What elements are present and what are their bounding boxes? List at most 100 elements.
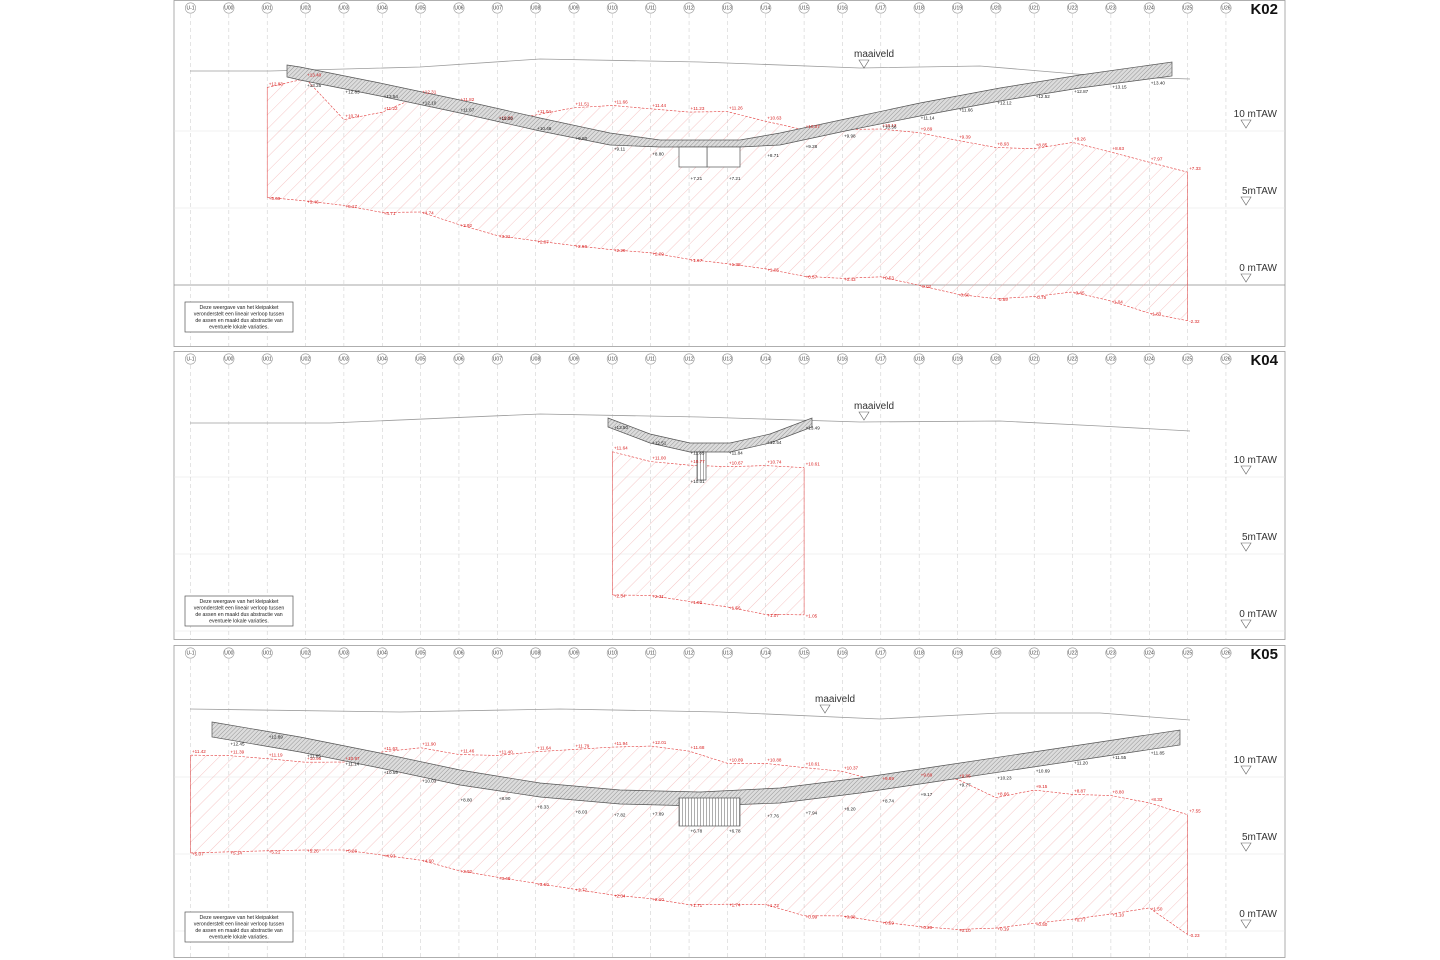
level-label: 0 mTAW (1239, 263, 1277, 274)
axis-label: U21 (1030, 6, 1039, 12)
deck-level-value: +11.65 (307, 754, 321, 759)
deck-level-value: +10.59 (384, 770, 399, 775)
axis-label: U00 (224, 6, 233, 12)
deck-level-value: +8.03 (576, 809, 588, 814)
section-k04: 10 mTAW 5mTAW 0 mTAW U-1 U00 U01 U02 U03 U04 U05 U… (173, 351, 1286, 640)
clay-top-value: +11.23 (691, 106, 705, 111)
deck-level-value: +10.56 (882, 124, 897, 129)
axis-bubble (530, 353, 542, 365)
clay-bottom-value: +1.74 (729, 903, 741, 908)
clay-bottom-value: -0.02 (921, 284, 932, 289)
axis-label: U07 (493, 357, 502, 363)
clay-top-value: +9.89 (921, 127, 933, 132)
axis-label: U26 (1221, 357, 1230, 363)
clay-bottom-value: +1.67 (691, 258, 703, 263)
clay-top-value: +11.90 (422, 742, 436, 747)
deck-level-value: +7.21 (729, 176, 741, 181)
axis-label: U20 (991, 651, 1000, 657)
clay-bottom-value: -0.75 (1036, 295, 1047, 300)
axis-label: U09 (569, 6, 578, 12)
axis-label: U15 (800, 6, 809, 12)
axis-bubble (1067, 647, 1079, 659)
clay-bottom-value: +3.10 (537, 882, 549, 887)
ground-line (190, 413, 1191, 432)
clay-top-value: +10.67 (729, 461, 744, 466)
clay-bottom-value: -0.23 (1189, 933, 1200, 938)
level-label: 10 mTAW (1234, 755, 1278, 766)
axis-label: U02 (301, 6, 310, 12)
deck-level-value: +11.20 (1074, 761, 1088, 766)
clay-bottom-value: +2.72 (576, 888, 588, 893)
clay-bottom-value: +5.07 (192, 851, 204, 856)
axis-label: U25 (1183, 651, 1192, 657)
clay-bottom-value: +1.07 (767, 613, 779, 618)
deck-level-value: +12.87 (1074, 89, 1089, 94)
clay-top-value: +10.96 (307, 756, 322, 761)
section-k05: 10 mTAW 5mTAW 0 mTAW U-1 U00 U01 U02 U03 U04 U05 U… (173, 645, 1286, 958)
axis-bubble (645, 2, 657, 14)
deck-level-value: +8.33 (537, 805, 549, 810)
clay-top-value: +10.88 (767, 757, 782, 762)
clay-top-value: +10.61 (806, 762, 821, 767)
axis-bubble (1028, 2, 1040, 14)
axis-bubble (185, 353, 197, 365)
axis-label: U01 (263, 651, 272, 657)
level-marker-icon (1240, 765, 1252, 775)
axis-bubble (606, 647, 618, 659)
axis-label: U16 (838, 6, 847, 12)
clay-top-value: +11.44 (652, 103, 666, 108)
axis-bubble (875, 2, 887, 14)
axis-label: U00 (224, 651, 233, 657)
note-text-line: eventuele lokale variaties. (209, 325, 269, 331)
clay-bottom-value: +5.14 (230, 850, 242, 855)
tunnel-deck (211, 721, 1181, 807)
clay-top-value: +9.15 (1036, 784, 1048, 789)
clay-top-value: +10.89 (729, 757, 744, 762)
axis-bubble (760, 353, 772, 365)
axis-label: U25 (1183, 6, 1192, 12)
clay-bottom-value: +1.05 (767, 267, 779, 272)
clay-bottom-value: +3.49 (499, 876, 511, 881)
axis-bubble (338, 2, 350, 14)
axis-label: U23 (1106, 651, 1115, 657)
tunnel-structure (678, 146, 741, 168)
deck-level-value: +13.50 (614, 425, 629, 430)
deck-level-value: +6.78 (691, 829, 703, 834)
deck-level-value: +7.94 (806, 811, 818, 816)
axis-label: U10 (608, 6, 617, 12)
axis-label: U12 (684, 357, 693, 363)
clay-bottom-value: -1.83 (1151, 312, 1162, 317)
axis-bubble (1028, 647, 1040, 659)
axis-bubble (300, 647, 312, 659)
clay-bottom-value: -0.89 (997, 297, 1008, 302)
deck-level-value: +9.11 (614, 147, 626, 152)
axis-bubble (568, 2, 580, 14)
axis-label: U01 (263, 357, 272, 363)
axis-label: U15 (800, 357, 809, 363)
axis-label: U00 (224, 357, 233, 363)
clay-top-value: +11.00 (652, 456, 666, 461)
note-text-line: eventuele lokale variaties. (209, 619, 269, 625)
axis-bubble (683, 353, 695, 365)
deck-level-value: +7.82 (614, 813, 626, 818)
ground-marker-icon (819, 704, 831, 714)
note-text-line: de assen en maakt dus abstractie van (195, 928, 282, 934)
axis-bubble (913, 353, 925, 365)
deck-level-value: +10.03 (422, 779, 437, 784)
axis-bubble (1105, 647, 1117, 659)
tunnel-deck (607, 417, 813, 453)
level-marker-icon (1240, 196, 1252, 206)
axis-label: U11 (646, 651, 655, 657)
axis-bubble (951, 2, 963, 14)
clay-top-value: +11.64 (614, 446, 628, 451)
axis-label: U14 (761, 6, 770, 12)
note-text-line: eventuele lokale variaties. (209, 935, 269, 941)
axis-label: U20 (991, 6, 1000, 12)
axis-label: U17 (876, 651, 885, 657)
axis-label: U22 (1068, 357, 1077, 363)
clay-bottom-value: +2.87 (537, 239, 549, 244)
deck-level-value: +11.67 (460, 107, 474, 112)
level-marker-icon (1240, 619, 1252, 629)
clay-top-value: +8.32 (1151, 797, 1163, 802)
axis-label: U13 (723, 651, 732, 657)
